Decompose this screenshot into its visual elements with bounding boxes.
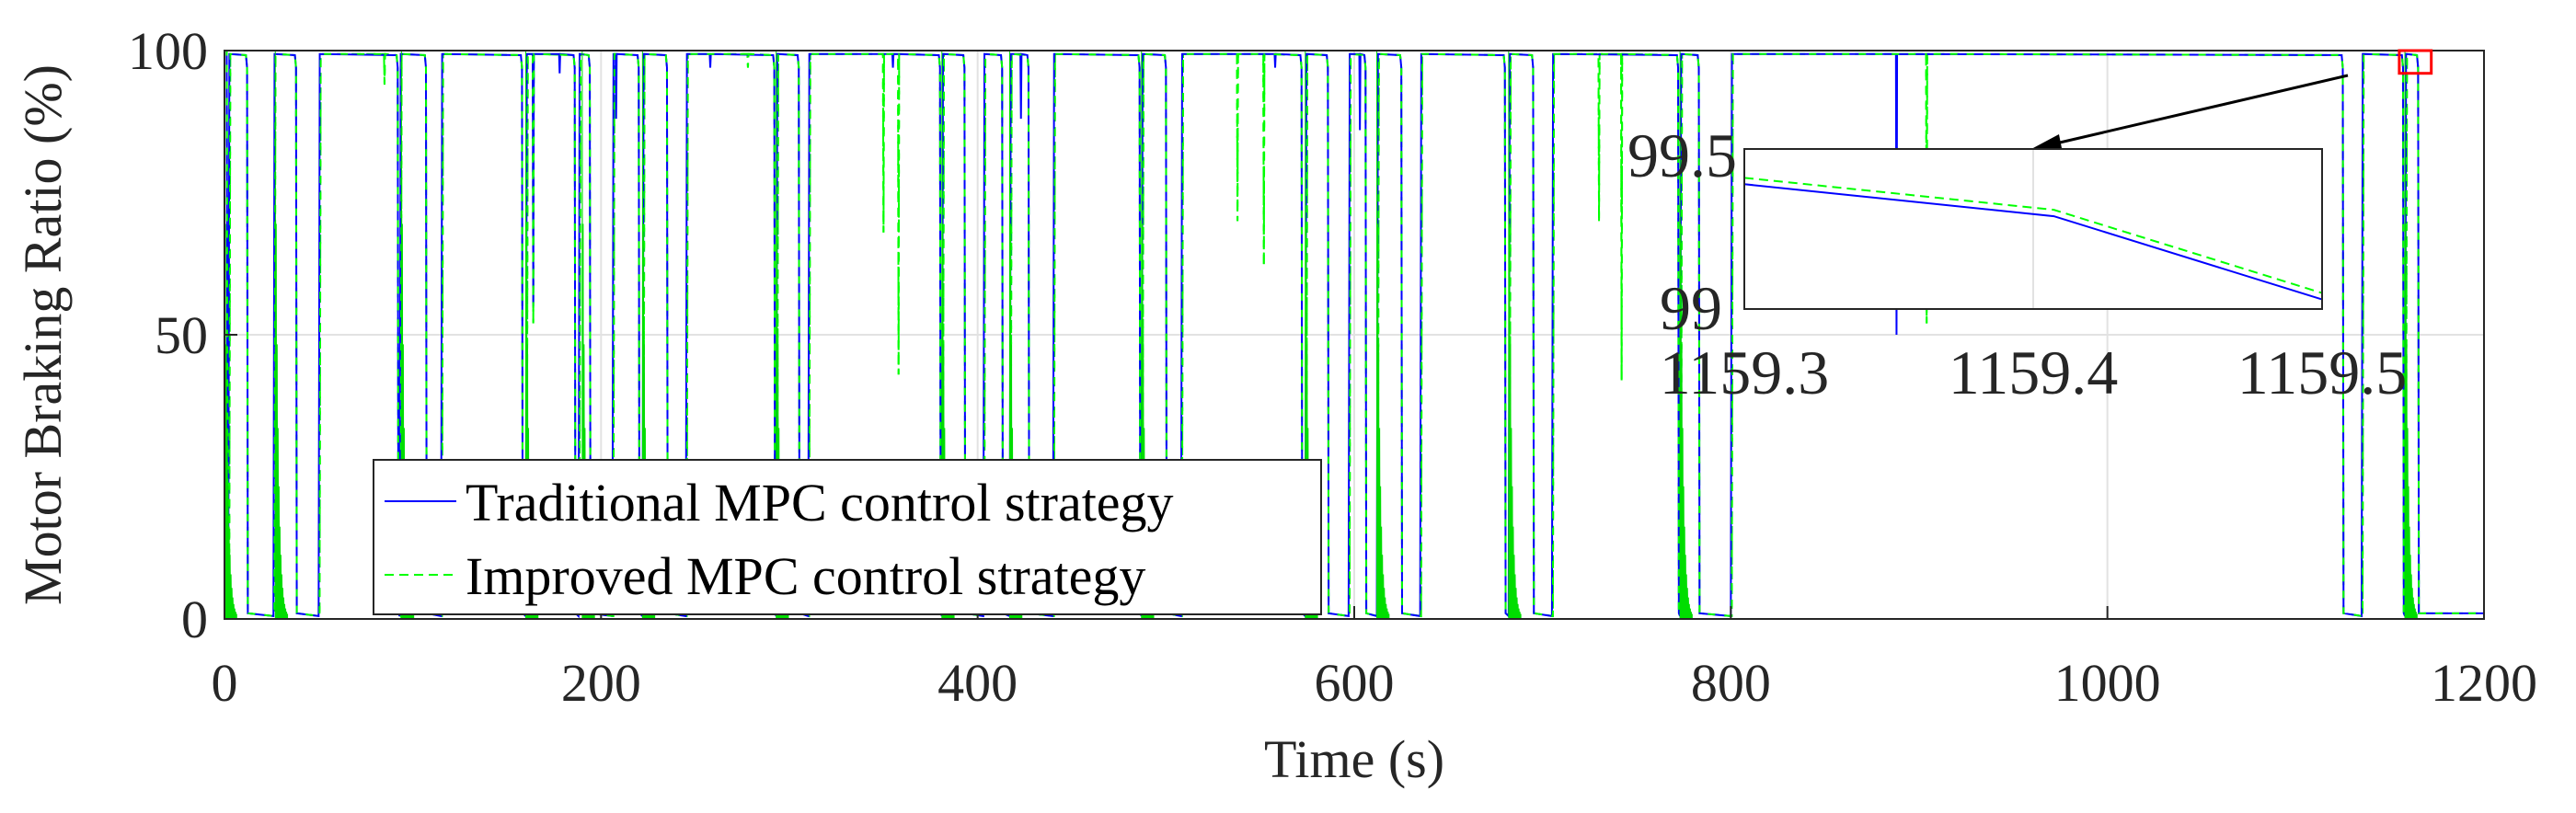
y-tick-label: 100 — [128, 21, 208, 81]
oscillation-fill — [1679, 50, 1693, 620]
grid-lines — [224, 51, 2484, 619]
x-tick-label: 1000 — [2054, 653, 2161, 713]
inset-x-tick-2: 1159.4 — [1949, 338, 2118, 407]
y-tick-label: 50 — [155, 305, 208, 365]
oscillation-fill — [274, 50, 289, 620]
inset-zoom-plot: 99.5 99 1159.3 1159.4 1159.5 — [1627, 120, 2407, 407]
inset-series-improved — [1743, 177, 2323, 294]
oscillation-fill — [1376, 50, 1390, 620]
oscillation-fill — [2404, 50, 2418, 620]
legend-box — [373, 459, 1322, 615]
zoom-highlight-box — [2398, 49, 2433, 75]
inset-frame — [1743, 148, 2323, 310]
y-axis-label: Motor Braking Ratio (%) — [13, 64, 73, 605]
oscillation-fill — [224, 50, 237, 620]
y-axis-ticks: 0 50 100 — [128, 21, 237, 649]
x-axis-label: Time (s) — [1264, 729, 1444, 789]
inset-x-tick-3: 1159.5 — [2237, 338, 2407, 407]
x-tick-label: 600 — [1315, 653, 1395, 713]
x-axis-ticks: 0 200 400 600 800 1000 1200 — [212, 606, 2537, 713]
x-tick-label: 800 — [1691, 653, 1771, 713]
inset-series-traditional — [1743, 183, 2323, 301]
oscillation-fill — [1508, 50, 1522, 620]
inset-x-tick-1: 1159.3 — [1660, 338, 1829, 407]
legend-label-improved: Improved MPC control strategy — [466, 546, 1145, 606]
y-tick-label: 0 — [181, 590, 208, 649]
inset-y-tick-bottom: 99 — [1660, 273, 1722, 343]
x-tick-label: 0 — [212, 653, 238, 713]
x-tick-label: 200 — [561, 653, 641, 713]
x-tick-label: 400 — [937, 653, 1018, 713]
series-line-improved-overlay — [224, 50, 2484, 619]
x-tick-label: 1200 — [2431, 653, 2537, 713]
zoom-arrow-line — [2047, 74, 2349, 147]
inset-y-tick-top: 99.5 — [1627, 120, 1737, 190]
legend: Traditional MPC control strategy Improve… — [373, 459, 1322, 615]
legend-label-traditional: Traditional MPC control strategy — [466, 473, 1174, 532]
